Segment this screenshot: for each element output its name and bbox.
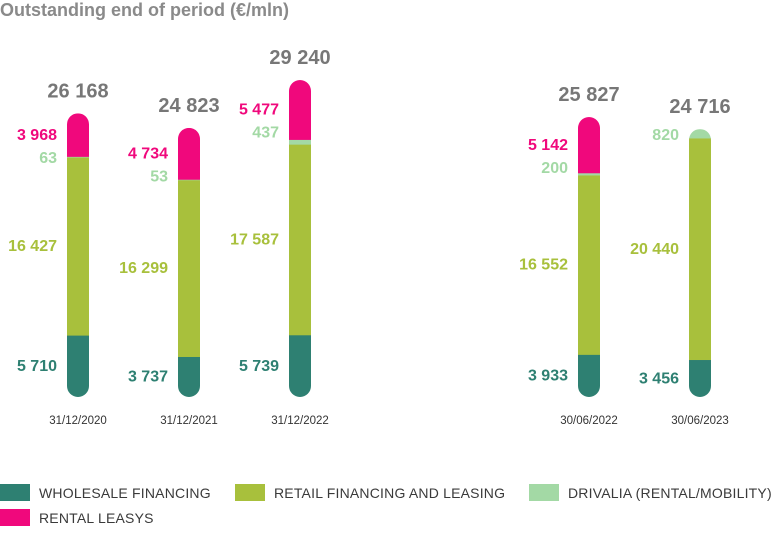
data-label-retail: 17 587	[230, 231, 279, 248]
total-label: 26 168	[47, 80, 108, 102]
category-label: 31/12/2021	[160, 415, 218, 427]
bar-segment-retail	[578, 174, 600, 355]
category-label: 30/06/2023	[671, 415, 729, 427]
bar-segment-drivalia	[578, 172, 600, 176]
bar-segment-retail	[289, 144, 311, 336]
bar-segment-wholesale	[178, 356, 200, 398]
bar-segment-wholesale	[689, 359, 711, 398]
legend-item-rental-leasys[interactable]: RENTAL LEASYS	[0, 509, 154, 526]
total-label: 24 823	[158, 95, 219, 117]
legend-label: RENTAL LEASYS	[39, 509, 154, 526]
data-label-drivalia: 200	[541, 160, 568, 177]
data-label-wholesale: 5 739	[239, 358, 279, 375]
legend-item-drivalia[interactable]: DRIVALIA (RENTAL/MOBILITY)	[529, 484, 772, 501]
bar-segment-drivalia	[289, 139, 311, 145]
legend-item-retail-financing[interactable]: RETAIL FINANCING AND LEASING	[235, 484, 505, 501]
legend-swatch-leasys	[0, 509, 30, 526]
data-label-wholesale: 3 456	[639, 370, 679, 387]
data-label-drivalia: 820	[652, 127, 679, 144]
legend-swatch-wholesale	[0, 484, 30, 501]
data-label-wholesale: 3 933	[528, 368, 568, 385]
bar-31/12/2021	[178, 127, 200, 398]
bar-segment-wholesale	[289, 334, 311, 398]
chart-title: Outstanding end of period (€/mln)	[0, 0, 289, 20]
bar-segment-leasys	[178, 127, 200, 180]
total-label: 25 827	[558, 84, 619, 106]
data-label-retail: 16 552	[519, 257, 568, 274]
legend-label: DRIVALIA (RENTAL/MOBILITY)	[568, 484, 772, 501]
data-label-wholesale: 5 710	[17, 358, 57, 375]
bar-31/12/2020	[67, 113, 89, 398]
bar-segment-drivalia	[67, 156, 89, 158]
data-label-retail: 16 299	[119, 260, 168, 277]
data-label-leasys: 3 968	[17, 127, 57, 144]
bar-segment-leasys	[289, 80, 311, 140]
category-label: 30/06/2022	[560, 415, 618, 427]
stacked-bar-chart: 5 710 16 427 63 3 968 26 168 31/12/2020 3 737 1…	[8, 47, 731, 427]
legend-swatch-retail	[235, 484, 265, 501]
data-label-drivalia: 53	[150, 169, 168, 186]
bar-30/06/2023	[689, 129, 711, 398]
bar-segment-retail	[67, 157, 89, 336]
legend: WHOLESALE FINANCING RETAIL FINANCING AND…	[0, 484, 778, 534]
legend-item-wholesale-financing[interactable]: WHOLESALE FINANCING	[0, 484, 211, 501]
category-label: 31/12/2022	[271, 415, 329, 427]
data-label-leasys: 5 142	[528, 137, 568, 154]
bar-segment-leasys	[578, 117, 600, 174]
data-label-leasys: 5 477	[239, 102, 279, 119]
legend-label: RETAIL FINANCING AND LEASING	[274, 484, 506, 501]
data-label-drivalia: 437	[252, 125, 279, 142]
data-label-leasys: 4 734	[128, 146, 168, 163]
total-label: 29 240	[269, 47, 330, 69]
category-label: 31/12/2020	[49, 415, 107, 427]
bar-segment-leasys	[67, 113, 89, 157]
data-label-retail: 16 427	[8, 238, 57, 255]
bar-segment-wholesale	[67, 335, 89, 398]
legend-label: WHOLESALE FINANCING	[39, 484, 211, 501]
legend-swatch-drivalia	[529, 484, 559, 501]
data-label-retail: 20 440	[630, 241, 679, 258]
data-label-wholesale: 3 737	[128, 369, 168, 386]
bar-segment-retail	[178, 179, 200, 357]
bar-30/06/2022	[578, 117, 600, 398]
bar-segment-drivalia	[689, 129, 711, 139]
bar-31/12/2022	[289, 80, 311, 398]
total-label: 24 716	[669, 96, 730, 118]
bar-segment-drivalia	[178, 179, 200, 181]
bar-segment-wholesale	[578, 354, 600, 398]
bar-segment-retail	[689, 137, 711, 361]
data-label-drivalia: 63	[39, 150, 57, 167]
